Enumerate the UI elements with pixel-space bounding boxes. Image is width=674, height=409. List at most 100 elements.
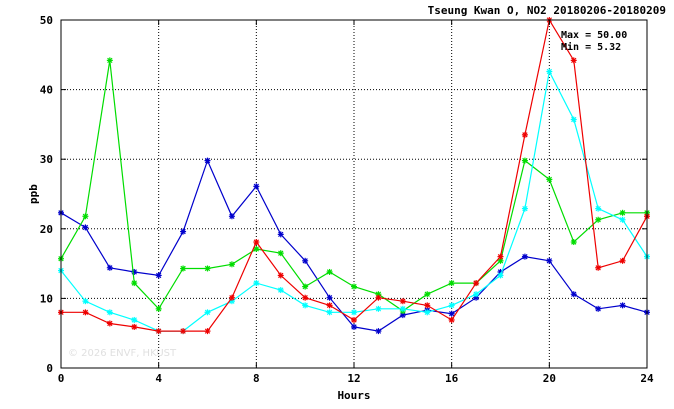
data-point	[497, 272, 504, 279]
marker-stroke	[253, 246, 260, 252]
marker-stroke	[424, 309, 430, 315]
marker-stroke	[522, 132, 528, 138]
marker-stroke	[180, 328, 186, 334]
marker-stroke	[253, 280, 260, 286]
marker-stroke	[180, 265, 186, 272]
data-point	[82, 224, 89, 231]
marker-stroke	[131, 280, 137, 286]
marker-stroke	[82, 298, 89, 304]
data-point	[204, 328, 211, 335]
marker-stroke	[155, 306, 162, 312]
data-point	[253, 280, 260, 287]
marker-stroke	[522, 253, 528, 260]
y-tick-label: 20	[40, 223, 53, 236]
marker-stroke	[253, 183, 260, 190]
marker-stroke	[82, 213, 89, 219]
data-point	[521, 205, 528, 212]
y-tick-label: 0	[46, 362, 53, 375]
marker-stroke	[204, 309, 211, 315]
marker-stroke	[155, 272, 162, 279]
data-point	[448, 280, 455, 287]
data-point	[521, 253, 528, 260]
data-point	[131, 323, 138, 330]
marker-stroke	[619, 210, 626, 216]
marker-stroke	[326, 295, 333, 301]
marker-stroke	[82, 309, 89, 315]
data-point	[131, 316, 138, 323]
data-point	[595, 305, 602, 312]
marker-stroke	[375, 306, 382, 312]
data-point	[399, 298, 406, 305]
data-point	[106, 309, 113, 316]
data-point	[277, 250, 284, 257]
data-point	[375, 305, 382, 312]
marker-stroke	[107, 57, 113, 64]
marker-stroke	[546, 68, 553, 75]
marker-stroke	[107, 265, 113, 271]
data-point	[302, 257, 309, 264]
data-point	[82, 213, 89, 220]
data-point	[521, 131, 528, 138]
data-point	[570, 239, 577, 246]
data-point	[228, 213, 235, 220]
marker-stroke	[619, 258, 626, 264]
data-point	[521, 157, 528, 164]
marker-stroke	[424, 291, 430, 297]
data-point	[351, 309, 357, 316]
data-point	[326, 302, 333, 309]
data-point	[351, 316, 357, 323]
marker-stroke	[497, 258, 504, 264]
marker-stroke	[424, 302, 430, 309]
data-point	[277, 272, 284, 279]
marker-stroke	[326, 309, 333, 315]
marker-stroke	[107, 309, 113, 315]
marker-stroke	[473, 291, 479, 297]
marker-stroke	[375, 328, 382, 334]
marker-stroke	[302, 283, 308, 290]
data-point	[228, 294, 235, 301]
min-label: Min = 5.32	[561, 41, 621, 53]
data-point	[277, 287, 284, 294]
data-point	[131, 268, 138, 275]
marker-stroke	[595, 265, 601, 271]
data-point	[546, 257, 553, 264]
data-point	[204, 265, 211, 272]
marker-stroke	[522, 205, 528, 212]
data-point	[619, 302, 626, 309]
data-point	[180, 228, 187, 235]
data-point	[302, 283, 309, 290]
data-point	[473, 280, 480, 287]
data-point	[253, 239, 260, 246]
marker-stroke	[278, 250, 284, 256]
marker-stroke	[571, 57, 577, 64]
marker-stroke	[351, 317, 357, 323]
data-point	[424, 302, 431, 309]
data-point	[106, 264, 113, 271]
data-point	[180, 328, 187, 335]
marker-stroke	[571, 291, 577, 297]
data-point	[595, 264, 602, 271]
marker-stroke	[302, 295, 308, 301]
data-point	[131, 280, 138, 287]
y-axis-label: ppb	[27, 184, 40, 204]
marker-stroke	[82, 224, 89, 231]
y-tick-label: 30	[40, 153, 53, 166]
data-point	[570, 57, 577, 64]
marker-stroke	[131, 317, 137, 323]
data-point	[204, 157, 211, 164]
marker-stroke	[204, 265, 211, 272]
data-point	[82, 309, 89, 316]
marker-stroke	[619, 302, 626, 309]
grid	[61, 20, 647, 368]
data-point	[277, 231, 284, 238]
x-tick-label: 4	[155, 372, 162, 385]
marker-stroke	[278, 272, 284, 279]
data-point	[473, 291, 480, 298]
x-tick-label: 20	[543, 372, 556, 385]
data-point	[253, 183, 260, 190]
marker-stroke	[595, 217, 601, 223]
marker-stroke	[326, 269, 333, 275]
data-point	[570, 116, 577, 123]
data-point	[424, 309, 431, 316]
marker-stroke	[448, 311, 455, 317]
